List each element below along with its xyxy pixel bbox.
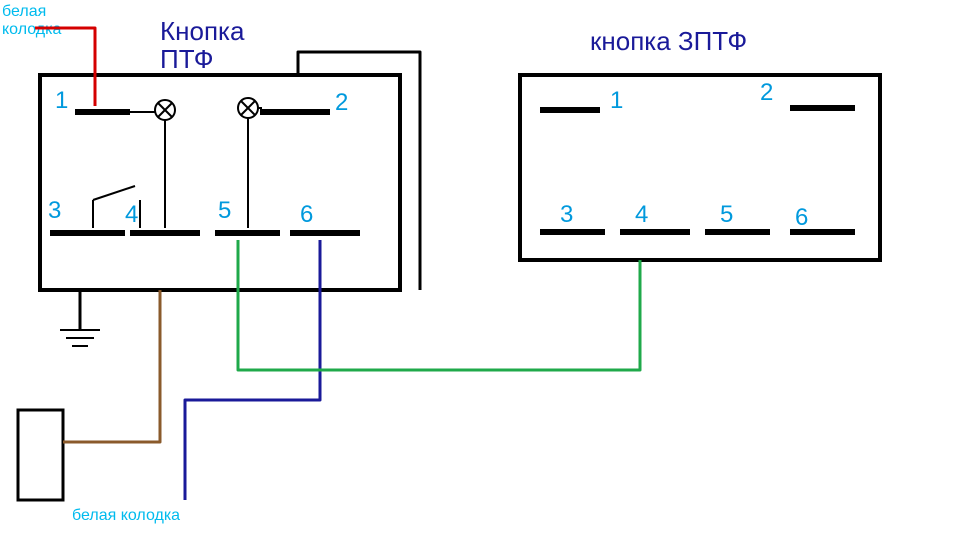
left-pin-label-5: 5 bbox=[218, 197, 231, 224]
right-pin-label-3: 3 bbox=[560, 201, 573, 228]
right-title: кнопка ЗПТФ bbox=[590, 26, 747, 56]
right-pin-label-1: 1 bbox=[610, 87, 623, 114]
pin-labels: 1 2 3 4 5 6 1 2 3 4 5 6 bbox=[48, 79, 808, 231]
wire-brown bbox=[63, 290, 160, 442]
internal-wires bbox=[130, 108, 262, 228]
left-pin-label-3: 3 bbox=[48, 197, 61, 224]
left-title-line1: Кнопка bbox=[160, 16, 245, 46]
terminal-pads bbox=[50, 108, 855, 233]
lamp-symbols bbox=[155, 98, 258, 120]
top-label-line1: белая bbox=[2, 3, 46, 20]
wiring-diagram: Кнопка ПТФ кнопка ЗПТФ белая колодка бел… bbox=[0, 0, 960, 540]
connector-box bbox=[18, 410, 63, 500]
left-title-line2: ПТФ bbox=[160, 44, 213, 74]
right-pin-label-2: 2 bbox=[760, 79, 773, 106]
right-pin-label-6: 6 bbox=[795, 204, 808, 231]
bottom-label: белая колодка bbox=[72, 507, 180, 524]
left-pin-label-6: 6 bbox=[300, 201, 313, 228]
left-pin-label-4: 4 bbox=[125, 201, 138, 228]
left-pin-label-1: 1 bbox=[55, 87, 68, 114]
ground-symbol bbox=[60, 330, 100, 346]
right-pin-label-5: 5 bbox=[720, 201, 733, 228]
left-pin-label-2: 2 bbox=[335, 89, 348, 116]
right-pin-label-4: 4 bbox=[635, 201, 648, 228]
